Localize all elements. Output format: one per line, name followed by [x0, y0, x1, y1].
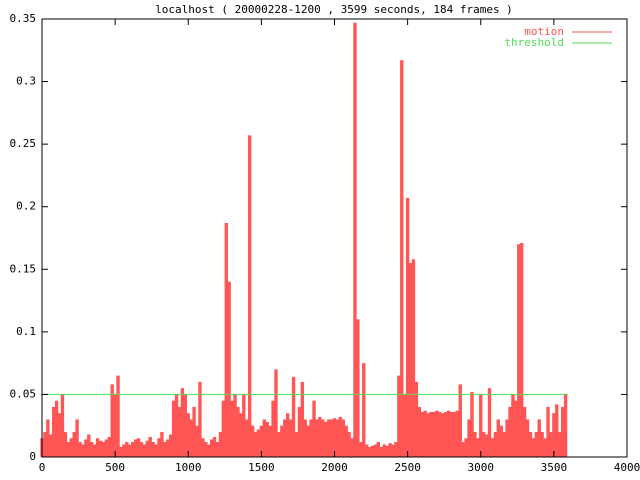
y-tick-label: 0.1	[16, 325, 36, 338]
x-tick-label: 500	[105, 461, 125, 474]
y-tick-label: 0.35	[10, 12, 37, 25]
x-tick-label: 1000	[175, 461, 202, 474]
y-tick-label: 0.2	[16, 200, 36, 213]
y-tick-label: 0.15	[10, 262, 37, 275]
x-tick-label: 3500	[541, 461, 568, 474]
x-tick-label: 2500	[394, 461, 421, 474]
chart-title: localhost ( 20000228-1200 , 3599 seconds…	[155, 3, 513, 16]
x-tick-label: 0	[39, 461, 46, 474]
y-tick-label: 0.05	[10, 387, 37, 400]
legend-label: threshold	[504, 36, 564, 49]
y-tick-label: 0.25	[10, 137, 37, 150]
legend-label: motion	[524, 25, 564, 38]
x-tick-label: 1500	[248, 461, 275, 474]
x-tick-label: 3000	[468, 461, 495, 474]
y-tick-label: 0.3	[16, 75, 36, 88]
x-tick-label: 4000	[614, 461, 640, 474]
x-tick-label: 2000	[321, 461, 348, 474]
y-tick-label: 0	[29, 450, 36, 463]
